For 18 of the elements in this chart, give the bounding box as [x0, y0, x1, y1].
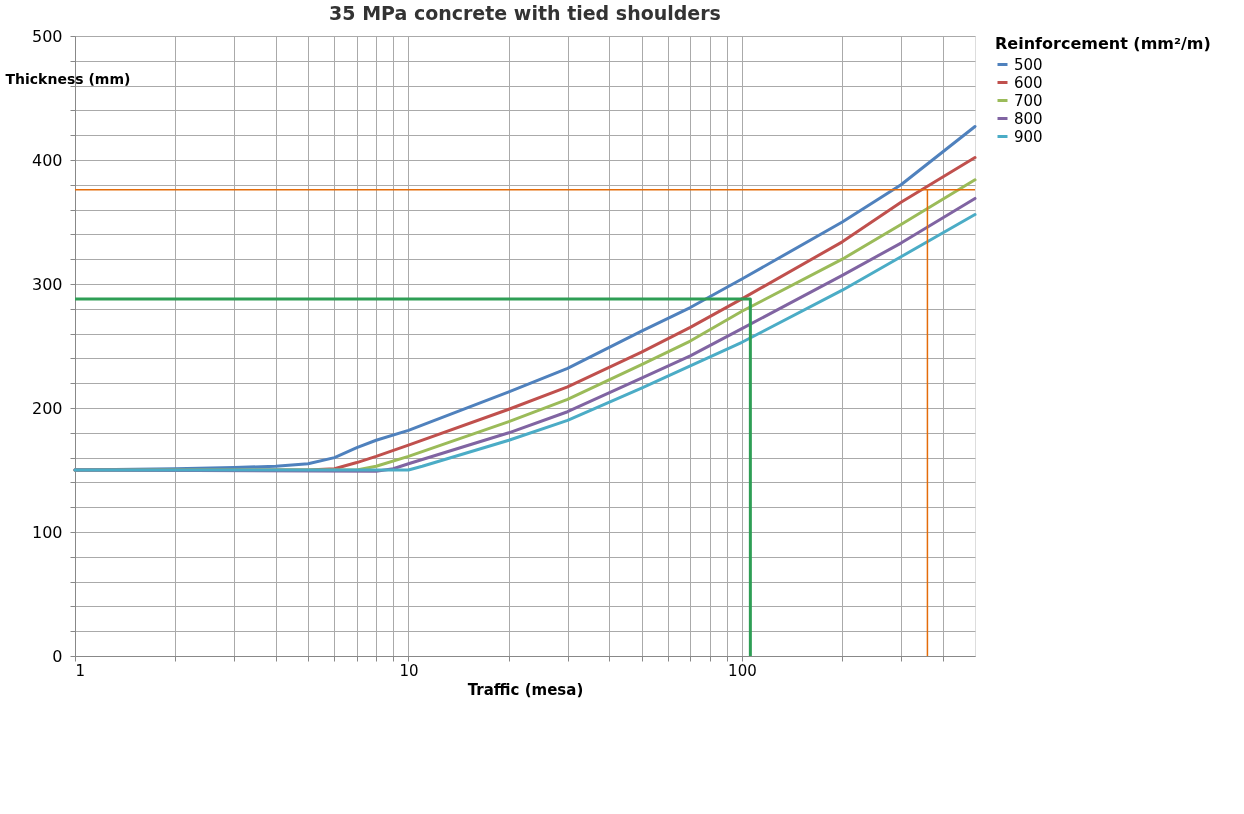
x-tick-label: 10	[399, 661, 419, 680]
y-tick-label: 0	[52, 646, 63, 666]
legend-label: 700	[1014, 91, 1043, 110]
y-tick-label: 400	[31, 150, 63, 170]
y-tick-label: 300	[31, 274, 63, 294]
y-axis-title: Thickness (mm)	[5, 70, 131, 87]
x-tick-label: 1	[75, 661, 86, 680]
y-tick-label: 500	[31, 26, 63, 46]
x-tick-label: 100	[728, 661, 757, 680]
legend-label: 800	[1014, 109, 1043, 128]
chart-title: 35 MPa concrete with tied shoulders	[329, 2, 721, 24]
y-tick-label: 200	[31, 398, 63, 418]
legend-label: 500	[1014, 55, 1043, 74]
legend-label: 600	[1014, 73, 1043, 92]
y-tick-label: 100	[31, 522, 63, 542]
x-axis-title: Traffic (mesa)	[467, 680, 584, 699]
legend-label: 900	[1014, 127, 1043, 146]
legend-title: Reinforcement (mm²/m)	[995, 34, 1211, 53]
